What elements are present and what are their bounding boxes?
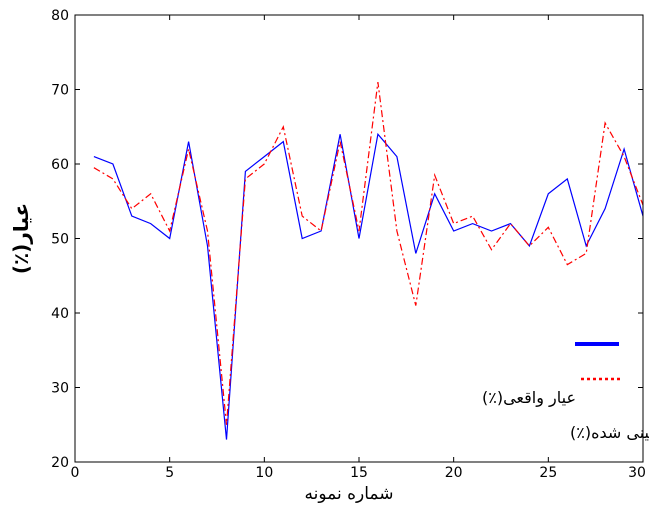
x-tick-label: 30 [628, 465, 646, 481]
x-tick-label: 15 [350, 465, 368, 481]
y-tick-label: 20 [51, 455, 69, 471]
y-tick-label: 80 [51, 8, 69, 24]
y-tick-label: 30 [51, 381, 69, 397]
y-tick-label: 70 [51, 83, 69, 99]
y-tick-label: 60 [51, 157, 69, 173]
series-line-0 [93, 132, 644, 440]
x-tick-label: 25 [539, 465, 557, 481]
series-line-1 [93, 82, 644, 425]
x-tick-label: 0 [71, 465, 80, 481]
y-axis-label: عیار(٪) [9, 203, 33, 274]
x-tick-label: 20 [445, 465, 463, 481]
x-axis-label: شماره نمونه [305, 484, 394, 504]
y-tick-label: 50 [51, 232, 69, 248]
y-tick-label: 40 [51, 306, 69, 322]
x-tick-label: 5 [165, 465, 174, 481]
legend-label-predicted: عیار پیش بینی شده(٪) [570, 423, 649, 443]
x-tick-label: 10 [255, 465, 273, 481]
legend-label-actual: عیار واقعی(٪) [482, 388, 576, 408]
legend: عیار واقعی(٪) عیار پیش بینی شده(٪) [482, 342, 649, 443]
axes-layer: 0 5 10 15 20 25 30 20 30 40 50 60 70 80 [51, 8, 646, 481]
series-layer [93, 82, 644, 440]
